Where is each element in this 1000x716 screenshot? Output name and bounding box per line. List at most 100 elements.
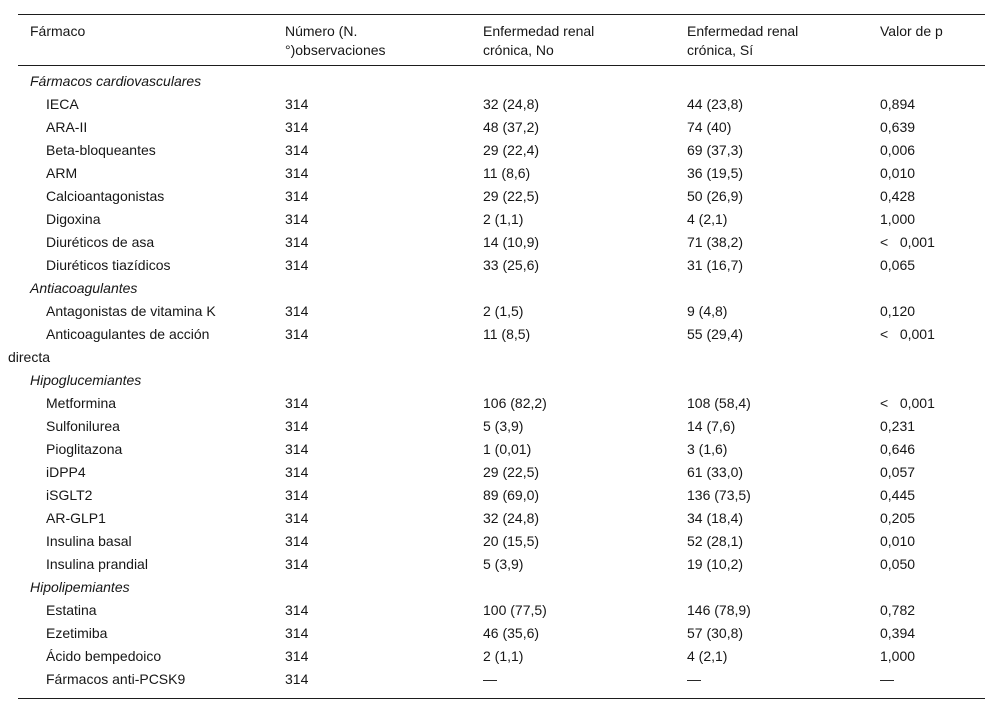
p-value: 0,639 bbox=[880, 119, 916, 135]
ckd-yes-value: 71 (38,2) bbox=[687, 234, 744, 250]
ckd-yes-value: 61 (33,0) bbox=[687, 464, 744, 480]
p-value: 0,120 bbox=[880, 303, 916, 319]
column-header-ckd-yes: Enfermedad renal crónica, Sí bbox=[687, 23, 799, 58]
drug-name: Insulina prandial bbox=[46, 556, 148, 572]
ckd-yes-value: — bbox=[687, 671, 701, 687]
p-value: 0,065 bbox=[880, 257, 916, 273]
ckd-no-value: 100 (77,5) bbox=[483, 602, 547, 618]
drug-name: Ezetimiba bbox=[46, 625, 108, 641]
drug-name: Antagonistas de vitamina K bbox=[46, 303, 216, 319]
table-row: Pioglitazona 314 1 (0,01) 3 (1,6) 0,646 bbox=[18, 438, 985, 461]
ckd-no-value: — bbox=[483, 671, 497, 687]
n-observations: 314 bbox=[285, 671, 309, 687]
table-row: Insulina basal 314 20 (15,5) 52 (28,1) 0… bbox=[18, 530, 985, 553]
table-row: iSGLT2 314 89 (69,0) 136 (73,5) 0,445 bbox=[18, 484, 985, 507]
ckd-yes-value: 31 (16,7) bbox=[687, 257, 744, 273]
drug-name: ARA-II bbox=[46, 119, 88, 135]
n-observations: 314 bbox=[285, 487, 309, 503]
p-value: 0,445 bbox=[880, 487, 916, 503]
n-observations: 314 bbox=[285, 165, 309, 181]
ckd-no-value: 29 (22,4) bbox=[483, 142, 540, 158]
ckd-no-value: 106 (82,2) bbox=[483, 395, 547, 411]
p-value: 0,010 bbox=[880, 165, 916, 181]
drug-name: Beta-bloqueantes bbox=[46, 142, 156, 158]
ckd-yes-value: 4 (2,1) bbox=[687, 648, 728, 664]
p-value: 1,000 bbox=[880, 648, 916, 664]
ckd-yes-value: 34 (18,4) bbox=[687, 510, 744, 526]
table-header-row: Fármaco Número (N. °)observaciones Enfer… bbox=[18, 15, 985, 66]
table-row: iDPP4 314 29 (22,5) 61 (33,0) 0,057 bbox=[18, 461, 985, 484]
p-value: 0,205 bbox=[880, 510, 916, 526]
ckd-no-value: 89 (69,0) bbox=[483, 487, 540, 503]
ckd-no-value: 32 (24,8) bbox=[483, 96, 540, 112]
drug-name: Sulfonilurea bbox=[46, 418, 120, 434]
ckd-yes-value: 74 (40) bbox=[687, 119, 732, 135]
section-header-lipid-lowering: Hipolipemiantes bbox=[30, 579, 130, 595]
p-value: < 0,001 bbox=[880, 234, 935, 250]
n-observations: 314 bbox=[285, 625, 309, 641]
table-row: Calcioantagonistas 314 29 (22,5) 50 (26,… bbox=[18, 185, 985, 208]
drug-name: AR-GLP1 bbox=[46, 510, 106, 526]
n-observations: 314 bbox=[285, 510, 309, 526]
drug-name: Diuréticos de asa bbox=[46, 234, 155, 250]
ckd-yes-value: 55 (29,4) bbox=[687, 326, 744, 342]
drug-name: Diuréticos tiazídicos bbox=[46, 257, 171, 273]
n-observations: 314 bbox=[285, 533, 309, 549]
drug-name: iDPP4 bbox=[46, 464, 86, 480]
p-value: 0,231 bbox=[880, 418, 916, 434]
ckd-yes-value: 57 (30,8) bbox=[687, 625, 744, 641]
drug-name: Insulina basal bbox=[46, 533, 132, 549]
table-row: Diuréticos tiazídicos 314 33 (25,6) 31 (… bbox=[18, 254, 985, 277]
table-row: Estatina 314 100 (77,5) 146 (78,9) 0,782 bbox=[18, 599, 985, 622]
n-observations: 314 bbox=[285, 188, 309, 204]
table-row: Ácido bempedoico 314 2 (1,1) 4 (2,1) 1,0… bbox=[18, 645, 985, 668]
drug-ckd-table: Fármaco Número (N. °)observaciones Enfer… bbox=[8, 14, 985, 699]
column-header-drug: Fármaco bbox=[30, 23, 86, 39]
ckd-no-value: 11 (8,6) bbox=[483, 165, 531, 181]
ckd-yes-value: 108 (58,4) bbox=[687, 395, 751, 411]
n-observations: 314 bbox=[285, 602, 309, 618]
n-observations: 314 bbox=[285, 464, 309, 480]
drug-name: Digoxina bbox=[46, 211, 101, 227]
table-body: Fármacos cardiovasculares IECA 314 32 (2… bbox=[8, 66, 985, 698]
n-observations: 314 bbox=[285, 234, 309, 250]
drug-name: iSGLT2 bbox=[46, 487, 93, 503]
table-row: Fármacos anti-PCSK9 314 — — — bbox=[18, 668, 985, 691]
ckd-no-value: 5 (3,9) bbox=[483, 418, 524, 434]
n-observations: 314 bbox=[285, 395, 309, 411]
ckd-yes-value: 3 (1,6) bbox=[687, 441, 728, 457]
n-observations: 314 bbox=[285, 211, 309, 227]
table-row: AR-GLP1 314 32 (24,8) 34 (18,4) 0,205 bbox=[18, 507, 985, 530]
p-value: 1,000 bbox=[880, 211, 916, 227]
n-observations: 314 bbox=[285, 142, 309, 158]
n-observations: 314 bbox=[285, 96, 309, 112]
n-observations: 314 bbox=[285, 257, 309, 273]
p-value: 0,894 bbox=[880, 96, 916, 112]
table-row: Beta-bloqueantes 314 29 (22,4) 69 (37,3)… bbox=[18, 139, 985, 162]
ckd-no-value: 32 (24,8) bbox=[483, 510, 540, 526]
ckd-no-value: 29 (22,5) bbox=[483, 464, 540, 480]
table-row: Ezetimiba 314 46 (35,6) 57 (30,8) 0,394 bbox=[18, 622, 985, 645]
p-value: 0,428 bbox=[880, 188, 916, 204]
table-row: Digoxina 314 2 (1,1) 4 (2,1) 1,000 bbox=[18, 208, 985, 231]
ckd-yes-value: 52 (28,1) bbox=[687, 533, 744, 549]
ckd-no-value: 2 (1,1) bbox=[483, 211, 524, 227]
table-row: ARM 314 11 (8,6) 36 (19,5) 0,010 bbox=[18, 162, 985, 185]
drug-name: Calcioantagonistas bbox=[46, 188, 165, 204]
p-value: — bbox=[880, 671, 894, 687]
drug-name: IECA bbox=[46, 96, 79, 112]
table-row: Anticoagulantes de acción directa 314 11… bbox=[8, 323, 985, 369]
ckd-yes-value: 9 (4,8) bbox=[687, 303, 728, 319]
n-observations: 314 bbox=[285, 648, 309, 664]
drug-name: ARM bbox=[46, 165, 78, 181]
ckd-no-value: 5 (3,9) bbox=[483, 556, 524, 572]
p-value: 0,006 bbox=[880, 142, 916, 158]
table-row: Antagonistas de vitamina K 314 2 (1,5) 9… bbox=[18, 300, 985, 323]
table-row: Metformina 314 106 (82,2) 108 (58,4) < 0… bbox=[18, 392, 985, 415]
ckd-yes-value: 69 (37,3) bbox=[687, 142, 744, 158]
ckd-no-value: 33 (25,6) bbox=[483, 257, 540, 273]
ckd-yes-value: 50 (26,9) bbox=[687, 188, 744, 204]
ckd-no-value: 2 (1,5) bbox=[483, 303, 524, 319]
drug-name: Fármacos anti-PCSK9 bbox=[46, 671, 186, 687]
ckd-yes-value: 4 (2,1) bbox=[687, 211, 728, 227]
